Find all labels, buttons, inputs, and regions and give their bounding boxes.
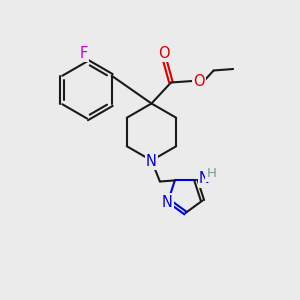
- Text: N: N: [199, 171, 210, 186]
- Text: N: N: [146, 154, 157, 169]
- Text: F: F: [79, 46, 88, 61]
- Text: N: N: [161, 195, 172, 210]
- Text: H: H: [207, 167, 217, 180]
- Text: O: O: [194, 74, 205, 88]
- Text: O: O: [159, 46, 170, 61]
